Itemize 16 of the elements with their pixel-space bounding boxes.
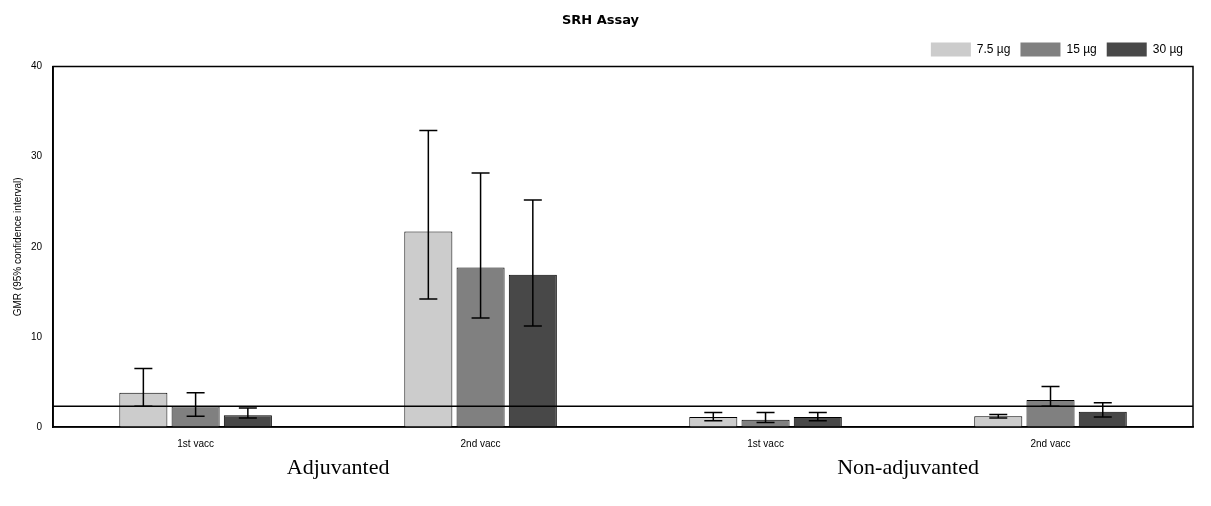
- x-tick-label: 2nd vacc: [460, 437, 501, 449]
- chart-title: SRH Assay: [561, 12, 640, 28]
- x-tick-label: 1st vacc: [747, 437, 784, 449]
- legend-label: 7.5 µg: [976, 41, 1011, 56]
- x-tick-label: 1st vacc: [177, 437, 214, 449]
- y-tick-label: 30: [31, 150, 43, 162]
- y-tick-label: 40: [31, 60, 43, 72]
- y-tick-label: 0: [36, 420, 43, 432]
- legend-label: 15 µg: [1066, 41, 1097, 56]
- y-tick-label: 10: [31, 330, 43, 342]
- text: Non-adjuvanted: [837, 453, 979, 479]
- y-axis-title: GMR (95% confidence interval): [11, 177, 23, 317]
- x-tick-label: 2nd vacc: [1030, 437, 1071, 449]
- text: Adjuvanted: [286, 453, 390, 479]
- y-tick-label: 20: [31, 240, 43, 252]
- legend-label: 30 µg: [1152, 41, 1184, 56]
